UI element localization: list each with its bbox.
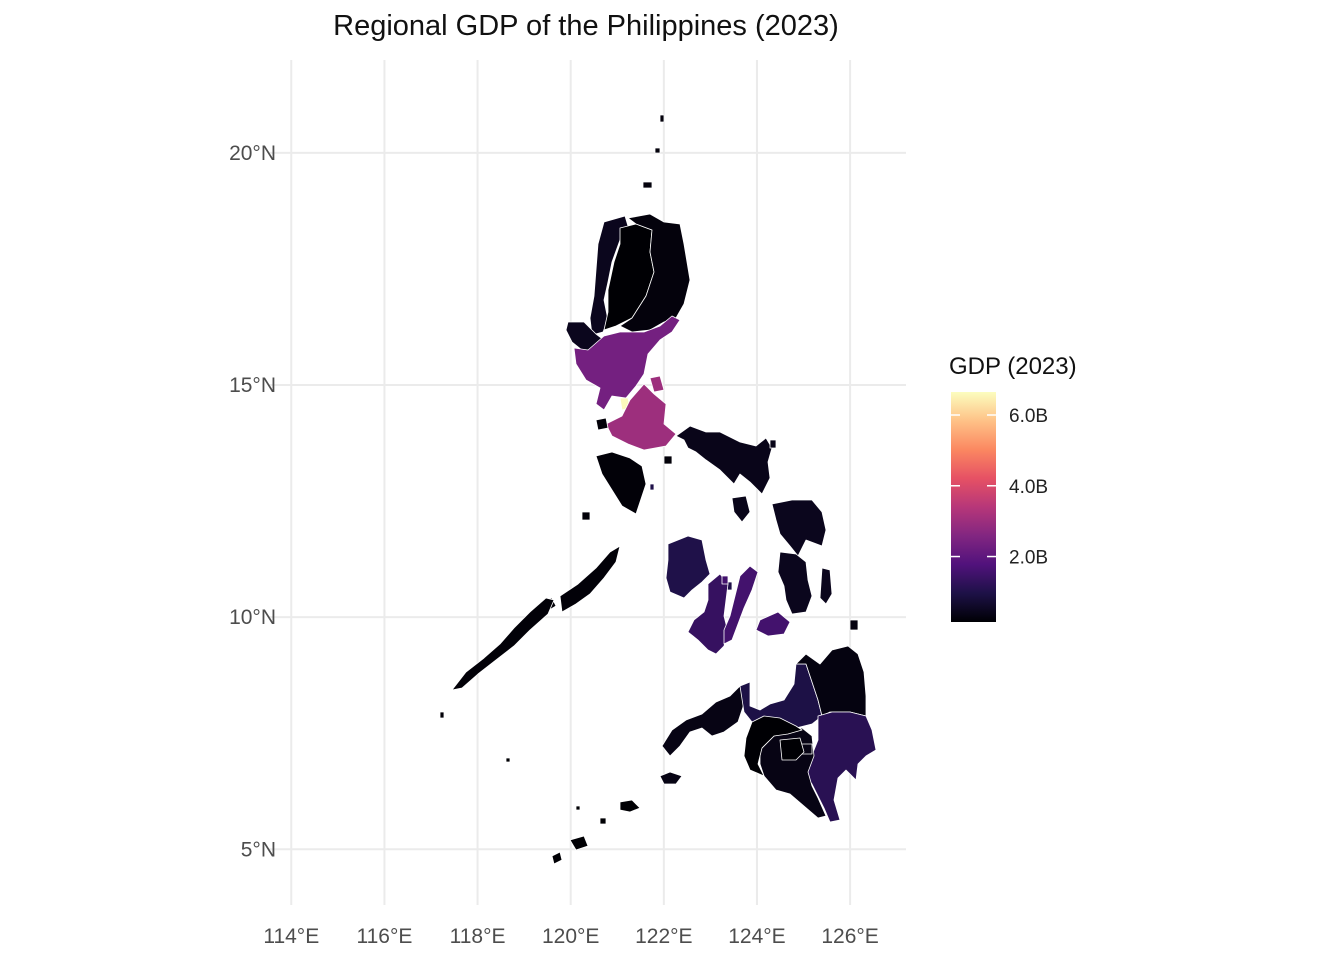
region-central-visayas[interactable] bbox=[721, 565, 791, 645]
x-tick-label: 126°E bbox=[821, 925, 878, 948]
x-tick-label: 124°E bbox=[728, 925, 785, 948]
region-shape bbox=[771, 499, 827, 557]
x-tick-label: 120°E bbox=[542, 925, 599, 948]
region-shape bbox=[599, 817, 607, 825]
region-shape bbox=[675, 425, 773, 495]
legend-colorbar bbox=[951, 392, 996, 622]
region-caraga[interactable] bbox=[795, 619, 867, 717]
region-central-luzon[interactable] bbox=[573, 315, 681, 411]
x-tick-label: 114°E bbox=[263, 925, 319, 948]
region-shape bbox=[595, 451, 647, 515]
region-shape bbox=[573, 315, 681, 411]
region-shape bbox=[569, 835, 589, 851]
region-shape bbox=[595, 417, 609, 431]
region-shape bbox=[743, 715, 803, 777]
region-shape bbox=[849, 619, 859, 631]
region-shape bbox=[505, 757, 511, 763]
legend: GDP (2023) 2.0B 4.0B 6.0B bbox=[949, 353, 1077, 622]
region-shape bbox=[649, 483, 655, 491]
region-shape bbox=[654, 147, 661, 154]
region-shape bbox=[731, 495, 751, 523]
axis-labels: 114°E 116°E 118°E 120°E 122°E 124°E 126°E 5°N 10… bbox=[229, 142, 879, 948]
region-zamboanga-peninsula[interactable] bbox=[659, 685, 745, 785]
x-tick-label: 118°E bbox=[450, 925, 506, 948]
legend-break-label: 2.0B bbox=[1009, 548, 1048, 569]
region-shape bbox=[769, 439, 777, 449]
region-western-visayas[interactable] bbox=[649, 483, 733, 599]
region-shape bbox=[659, 771, 683, 785]
region-shape bbox=[659, 114, 665, 123]
grid-lines bbox=[268, 60, 906, 905]
x-tick-label: 122°E bbox=[635, 925, 692, 948]
region-shape bbox=[661, 685, 745, 757]
legend-title: GDP (2023) bbox=[949, 353, 1077, 380]
y-tick-label: 10°N bbox=[229, 606, 276, 629]
region-bangsamoro[interactable] bbox=[505, 715, 805, 865]
y-tick-label: 15°N bbox=[229, 374, 276, 397]
regions-layer bbox=[439, 114, 877, 865]
y-tick-label: 20°N bbox=[229, 142, 276, 165]
region-mimaropa[interactable] bbox=[439, 417, 673, 719]
region-shape bbox=[575, 805, 581, 811]
region-shape bbox=[663, 455, 673, 465]
region-shape bbox=[779, 737, 805, 761]
region-shape bbox=[649, 375, 665, 393]
region-shape bbox=[439, 711, 445, 719]
region-shape bbox=[755, 611, 791, 637]
region-shape bbox=[723, 565, 759, 645]
region-shape bbox=[451, 597, 555, 691]
region-shape bbox=[687, 573, 729, 655]
region-bicol[interactable] bbox=[675, 425, 777, 523]
region-negros-island[interactable] bbox=[687, 573, 729, 655]
legend-break-label: 6.0B bbox=[1009, 406, 1048, 427]
region-shape bbox=[665, 535, 711, 599]
region-shape bbox=[581, 511, 591, 521]
legend-break-label: 4.0B bbox=[1009, 477, 1048, 498]
region-shape bbox=[721, 575, 729, 585]
region-shape bbox=[642, 181, 653, 189]
map-title: Regional GDP of the Philippines (2023) bbox=[333, 10, 839, 42]
region-shape bbox=[777, 551, 813, 615]
region-eastern-visayas[interactable] bbox=[771, 499, 833, 615]
y-tick-label: 5°N bbox=[241, 838, 276, 861]
region-shape bbox=[559, 545, 621, 613]
region-shape bbox=[619, 799, 641, 813]
region-shape bbox=[551, 851, 563, 865]
region-shape bbox=[795, 645, 867, 717]
region-shape bbox=[819, 567, 833, 605]
x-tick-label: 116°E bbox=[356, 925, 412, 948]
